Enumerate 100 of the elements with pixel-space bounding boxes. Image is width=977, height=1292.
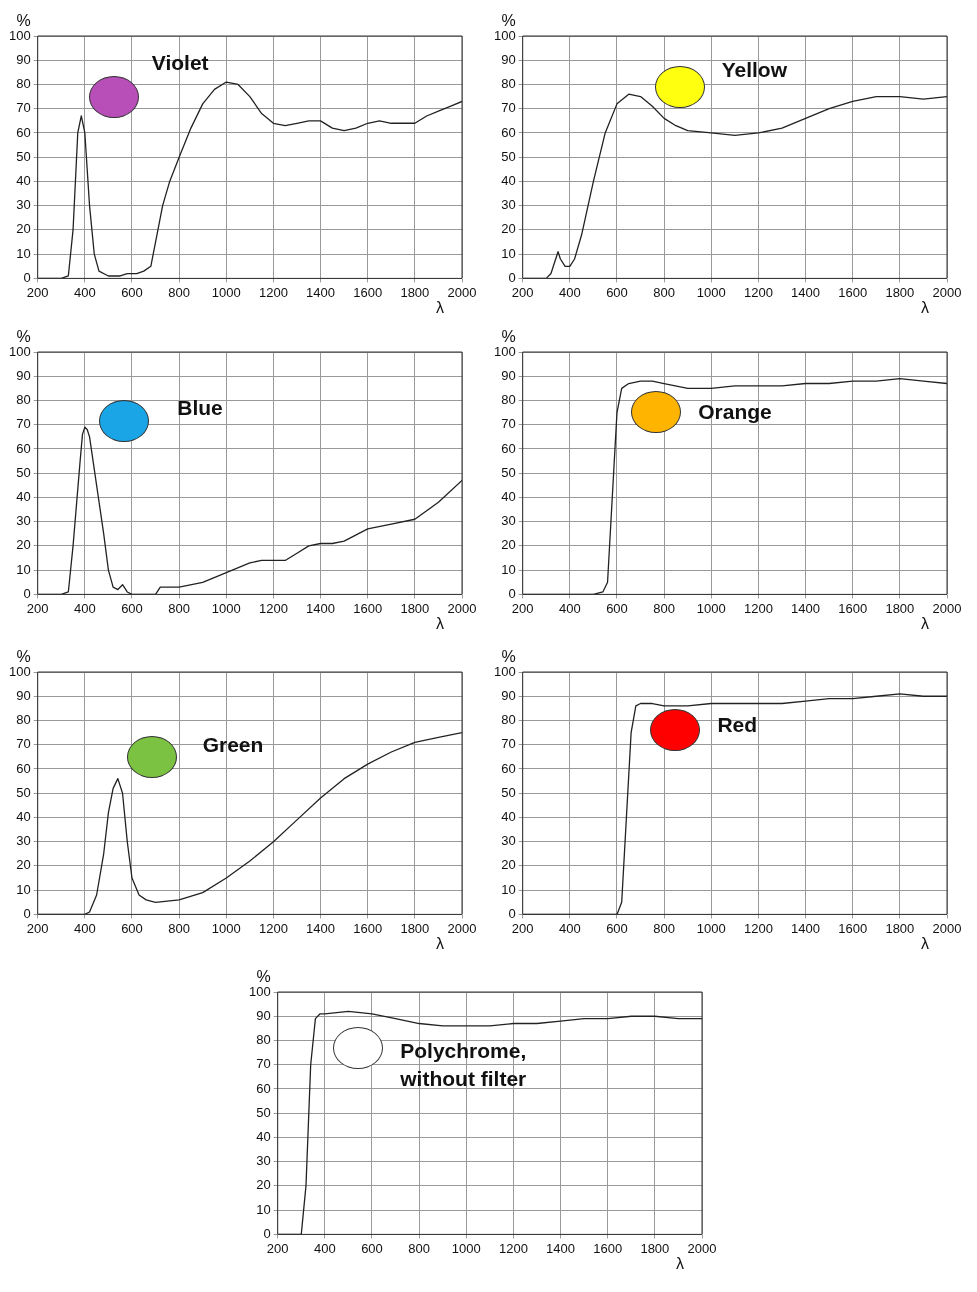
y-tick-label: 100 [8, 343, 31, 359]
x-tick-label: 1800 [885, 600, 915, 616]
y-axis-title: % [256, 968, 271, 986]
x-tick-label: 1600 [838, 920, 868, 936]
x-axis-title: λ [921, 934, 929, 952]
x-tick-label: 400 [73, 920, 96, 936]
y-tick-label: 30 [501, 197, 516, 213]
x-tick-label: 2000 [932, 284, 962, 300]
x-axis-title: λ [436, 934, 444, 952]
text: Blue [176, 394, 224, 421]
x-tick-label: 1800 [885, 284, 915, 300]
x-axis-title: λ [436, 614, 444, 632]
y-tick-label: 20 [501, 857, 516, 873]
y-tick-label: 50 [16, 464, 31, 480]
y-tick-label: 50 [16, 148, 31, 164]
x-tick-label: 1200 [743, 284, 773, 300]
text: Yellow [720, 56, 788, 83]
y-tick-label: 70 [501, 416, 516, 432]
x-tick-label: 800 [653, 284, 675, 300]
x-tick-label: 1000 [696, 284, 726, 300]
x-tick-label: 400 [73, 600, 96, 616]
x-axis-title: λ [676, 1254, 684, 1272]
x-tick-label: 800 [168, 284, 190, 300]
x-tick-label: 600 [121, 600, 143, 616]
x-tick-label: 1400 [791, 920, 821, 936]
y-tick-label: 10 [501, 881, 516, 897]
y-tick-label: 30 [16, 197, 31, 213]
y-tick-label: 70 [16, 736, 31, 752]
y-axis-title: % [16, 648, 31, 666]
text: Orange [697, 398, 773, 425]
x-tick-label: 1200 [258, 284, 288, 300]
x-tick-label: 1800 [400, 600, 430, 616]
x-tick-label: 2000 [447, 284, 477, 300]
x-tick-label: 600 [606, 600, 628, 616]
y-tick-label: 70 [256, 1056, 271, 1072]
y-tick-label: 0 [508, 269, 516, 285]
y-tick-label: 20 [256, 1177, 271, 1193]
x-tick-label: 400 [558, 920, 581, 936]
y-tick-label: 70 [16, 416, 31, 432]
y-tick-label: 80 [501, 712, 516, 728]
x-tick-label: 1400 [791, 284, 821, 300]
x-tick-label: 1600 [353, 284, 383, 300]
y-tick-label: 30 [501, 833, 516, 849]
y-tick-label: 40 [256, 1129, 271, 1145]
y-tick-label: 100 [493, 343, 516, 359]
y-tick-label: 60 [16, 440, 31, 456]
y-tick-label: 50 [501, 148, 516, 164]
y-tick-label: 100 [493, 27, 516, 43]
y-tick-label: 40 [501, 809, 516, 825]
y-tick-label: 20 [16, 537, 31, 553]
x-tick-label: 1400 [306, 920, 336, 936]
y-tick-label: 0 [508, 905, 516, 921]
y-tick-label: 60 [16, 124, 31, 140]
y-tick-label: 40 [501, 489, 516, 505]
y-tick-label: 40 [16, 173, 31, 189]
x-tick-label: 600 [121, 920, 143, 936]
x-tick-label: 200 [26, 920, 49, 936]
y-tick-label: 80 [501, 76, 516, 92]
x-tick-label: 200 [26, 284, 49, 300]
x-tick-label: 1000 [211, 284, 241, 300]
y-tick-label: 10 [501, 245, 516, 261]
y-tick-label: 40 [16, 809, 31, 825]
x-tick-label: 1600 [353, 920, 383, 936]
y-tick-label: 70 [501, 100, 516, 116]
x-tick-label: 800 [653, 920, 675, 936]
y-axis-title: % [16, 12, 31, 30]
x-tick-label: 600 [121, 284, 143, 300]
y-axis-title: % [501, 12, 516, 30]
x-tick-label: 1200 [743, 920, 773, 936]
x-tick-label: 200 [511, 600, 534, 616]
y-axis-title: % [16, 328, 31, 346]
x-tick-label: 1400 [306, 284, 336, 300]
y-tick-label: 10 [256, 1201, 271, 1217]
x-tick-label: 600 [606, 920, 628, 936]
text: Violet [150, 49, 210, 76]
x-tick-label: 1200 [258, 600, 288, 616]
x-tick-label: 400 [313, 1240, 336, 1256]
x-tick-label: 1000 [696, 600, 726, 616]
y-tick-label: 80 [501, 392, 516, 408]
x-tick-label: 1000 [451, 1240, 481, 1256]
y-axis-title: % [501, 328, 516, 346]
x-tick-label: 1600 [353, 600, 383, 616]
x-tick-label: 1600 [593, 1240, 623, 1256]
y-tick-label: 30 [501, 513, 516, 529]
x-tick-label: 200 [511, 284, 534, 300]
x-tick-label: 800 [653, 600, 675, 616]
y-tick-label: 0 [23, 905, 31, 921]
y-tick-label: 10 [501, 561, 516, 577]
y-tick-label: 10 [16, 881, 31, 897]
x-tick-label: 2000 [687, 1240, 717, 1256]
x-tick-label: 400 [558, 284, 581, 300]
x-tick-label: 2000 [447, 600, 477, 616]
y-tick-label: 50 [501, 464, 516, 480]
y-tick-label: 90 [501, 687, 516, 703]
y-tick-label: 30 [256, 1153, 271, 1169]
y-tick-label: 100 [493, 663, 516, 679]
y-tick-label: 90 [16, 687, 31, 703]
y-tick-label: 80 [16, 712, 31, 728]
x-tick-label: 200 [26, 600, 49, 616]
y-tick-label: 20 [501, 537, 516, 553]
